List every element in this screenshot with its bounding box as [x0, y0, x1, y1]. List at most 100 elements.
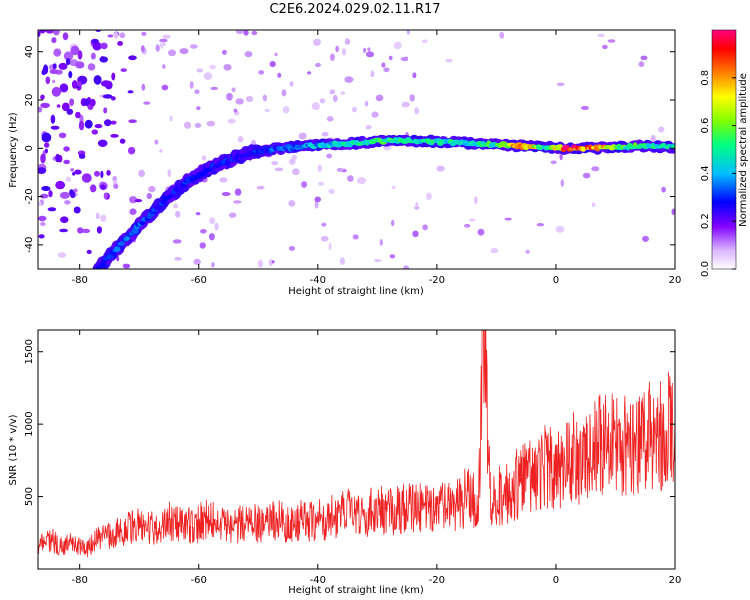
- spectrogram-cell: [536, 223, 545, 227]
- spectrogram-cell: [41, 186, 51, 191]
- spectrogram-cell: [365, 125, 372, 130]
- x-tick-label: 20: [669, 575, 682, 586]
- spectrogram-cell: [352, 234, 359, 240]
- spectrogram-cell: [117, 41, 123, 46]
- spectrogram-cell: [90, 38, 99, 44]
- spectrogram-cell: [81, 228, 91, 234]
- spectrogram-cell: [56, 104, 61, 108]
- spectrogram-cell: [113, 31, 119, 39]
- spectrogram-cell: [141, 31, 147, 36]
- spectrogram-cell: [289, 158, 296, 166]
- spectrogram-cell: [351, 106, 357, 113]
- spectrogram-cell: [391, 185, 396, 189]
- spectrogram-cell: [381, 62, 386, 68]
- spectrogram-cell: [556, 82, 565, 87]
- spectrogram-cell: [169, 115, 173, 122]
- spectrogram-cell: [274, 52, 278, 57]
- spectrogram-cell: [211, 262, 215, 268]
- spectrogram-cell: [77, 227, 84, 234]
- snr-y-ticks: 500 1000 1500: [24, 339, 675, 506]
- spectrogram-cell: [370, 70, 375, 78]
- spectrogram-cell: [282, 106, 290, 114]
- spectrogram-cell: [119, 32, 126, 39]
- spectrogram-cell: [227, 118, 236, 124]
- spectrogram-cell: [328, 242, 332, 251]
- spectrogram-cell: [94, 170, 100, 177]
- spectrogram-cell: [38, 215, 47, 222]
- spectrogram-cell: [234, 188, 242, 196]
- spectrogram-cell: [90, 184, 97, 193]
- spectrogram-cell: [550, 160, 557, 165]
- snr-series-line: [38, 330, 675, 558]
- spectrogram-cell: [371, 111, 379, 118]
- spectrogram-y-ticks: -40 -20 0 20 40: [24, 45, 675, 253]
- spectrogram-cell: [162, 42, 166, 46]
- spectrogram-cell: [70, 45, 80, 56]
- spectrogram-cell: [499, 31, 505, 39]
- spectrogram-cell: [365, 51, 375, 58]
- spectrogram-cell: [525, 249, 530, 254]
- spectrogram-cell: [311, 102, 320, 110]
- colorbar-label: Normalized spectral amplitude: [738, 73, 749, 227]
- spectrogram-cell: [52, 63, 57, 70]
- spectrogram-cell: [196, 68, 204, 73]
- spectrogram-cell: [274, 167, 284, 172]
- spectrogram-cell: [592, 202, 596, 208]
- spectrogram-cell: [389, 254, 396, 259]
- spectrogram-cell: [264, 108, 271, 113]
- spectrogram-cell: [168, 49, 177, 57]
- spectrogram-cell: [281, 89, 287, 97]
- spectrogram-cell: [107, 34, 114, 38]
- spectrogram-cell: [393, 41, 402, 50]
- spectrogram-cell: [68, 71, 73, 79]
- spectrogram-cell: [199, 242, 206, 249]
- y-tick-label: 20: [24, 94, 35, 107]
- spectrogram-cell: [245, 95, 254, 103]
- spectrogram-cell: [78, 120, 85, 131]
- spectrogram-cell: [51, 86, 62, 97]
- spectrogram-cell: [661, 186, 666, 193]
- spectrogram-cell: [317, 164, 322, 172]
- spectrogram-cell: [414, 107, 420, 115]
- spectrogram-cell: [41, 132, 52, 143]
- spectrogram-cell: [314, 200, 319, 209]
- spectrogram-cell: [307, 71, 312, 75]
- spectrogram-cell: [422, 224, 428, 231]
- spectrogram-cell: [154, 139, 159, 145]
- spectrogram-cell: [81, 173, 92, 183]
- spectrogram-cell: [235, 30, 244, 35]
- spectrogram-cell: [63, 51, 74, 61]
- spectrogram-cell: [64, 200, 71, 205]
- spectrogram-cell: [162, 34, 171, 39]
- spectrogram-cell: [106, 169, 111, 176]
- spectrogram-cell: [44, 142, 50, 148]
- spectrogram-cell: [209, 64, 216, 70]
- spectrogram-cell: [555, 225, 565, 233]
- spectrogram-cell: [194, 89, 200, 94]
- spectrogram-x-label: Height of straight line (km): [288, 286, 424, 297]
- x-tick-label: -40: [310, 275, 326, 286]
- spectrogram-cell: [59, 228, 68, 233]
- colorbar-tick-label: 0.8: [700, 70, 711, 86]
- spectrogram-cell: [243, 30, 249, 36]
- spectrogram-cell: [51, 37, 57, 44]
- spectrogram-cell: [559, 152, 563, 161]
- spectrogram-cell: [122, 263, 131, 269]
- spectrogram-cell: [45, 30, 55, 34]
- spectrogram-cell: [288, 200, 296, 207]
- spectrogram-cell: [289, 81, 294, 87]
- spectrogram-cell: [55, 180, 66, 190]
- spectrogram-cell: [201, 155, 207, 161]
- spectrogram-cell: [58, 132, 67, 139]
- spectrogram-cell: [671, 208, 675, 215]
- spectrogram-cell: [95, 30, 102, 32]
- spectrogram-cell: [161, 84, 169, 91]
- spectrogram-cell: [75, 61, 85, 69]
- spectrogram-cell: [52, 79, 56, 84]
- spectrogram-cell: [120, 68, 127, 72]
- spectrogram-cell: [141, 83, 146, 91]
- spectrogram-cell: [582, 172, 591, 179]
- spectrogram-frame: [37, 29, 676, 270]
- spectrogram-x-ticks: -80 -60 -40 -20 0 20: [72, 30, 681, 286]
- spectrogram-cell: [231, 87, 236, 93]
